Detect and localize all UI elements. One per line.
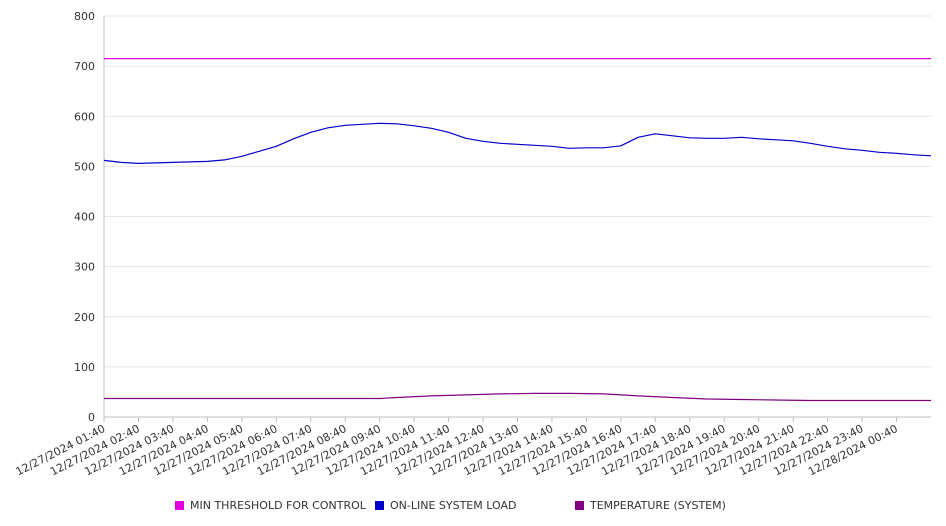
legend-label-system-load: ON-LINE SYSTEM LOAD bbox=[390, 498, 517, 512]
legend-swatch-system-load bbox=[375, 500, 384, 510]
legend-item-temperature[interactable]: TEMPERATURE (SYSTEM) bbox=[575, 497, 726, 513]
y-tick-label: 700 bbox=[74, 60, 95, 73]
y-tick-label: 400 bbox=[74, 211, 95, 224]
legend-label-temperature: TEMPERATURE (SYSTEM) bbox=[590, 498, 726, 512]
legend-swatch-temperature bbox=[575, 500, 584, 510]
legend-item-system-load[interactable]: ON-LINE SYSTEM LOAD bbox=[375, 497, 516, 513]
series-system-load-line bbox=[103, 122, 932, 164]
legend-swatch-min-threshold bbox=[175, 500, 184, 510]
legend: MIN THRESHOLD FOR CONTROL ON-LINE SYSTEM… bbox=[0, 497, 946, 515]
series-lines bbox=[103, 57, 932, 402]
legend-item-min-threshold[interactable]: MIN THRESHOLD FOR CONTROL bbox=[175, 497, 366, 513]
y-tick-label: 300 bbox=[74, 261, 95, 274]
y-tick-label: 500 bbox=[74, 160, 95, 173]
y-tick-label: 600 bbox=[74, 110, 95, 123]
series-temperature-line bbox=[104, 392, 931, 402]
grid-lines bbox=[104, 15, 931, 368]
y-tick-label: 0 bbox=[88, 411, 95, 424]
y-tick-labels: 0 100 200 300 400 500 600 700 800 bbox=[74, 10, 95, 424]
legend-label-min-threshold: MIN THRESHOLD FOR CONTROL bbox=[190, 498, 366, 512]
y-tick-label: 200 bbox=[74, 311, 95, 324]
y-tick-label: 800 bbox=[74, 10, 95, 23]
y-tick-label: 100 bbox=[74, 361, 95, 374]
